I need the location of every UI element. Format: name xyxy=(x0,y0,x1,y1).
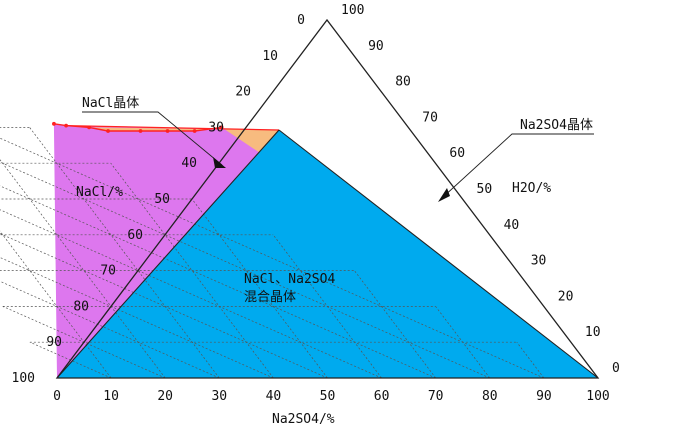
boundary-nacl xyxy=(56,129,280,379)
bottom-tick-label: 20 xyxy=(157,389,173,404)
region-label-na2so4-crystal: Na2SO4晶体 xyxy=(520,118,593,133)
grid-line xyxy=(354,270,436,379)
triangle-outline xyxy=(55,18,600,379)
axis-label-nacl: NaCl/% xyxy=(76,185,123,200)
left-tick-label: 0 xyxy=(297,13,305,28)
phase-regions xyxy=(53,20,598,379)
region-label-mixed-line2: 混合晶体 xyxy=(244,290,296,305)
boundary-na2so4 xyxy=(278,129,599,379)
bottom-tick-label: 0 xyxy=(53,389,61,404)
right-tick-label: 50 xyxy=(477,182,493,197)
region-mixed-crystal xyxy=(57,130,598,378)
callout-line-na2so4 xyxy=(441,133,594,199)
left-tick-label: 70 xyxy=(100,264,116,279)
grid-line xyxy=(29,127,220,379)
left-tick-label: 80 xyxy=(73,299,89,314)
right-tick-label: 90 xyxy=(368,39,384,54)
right-tick-label: 40 xyxy=(504,218,520,233)
right-tick-label: 80 xyxy=(395,75,411,90)
grid-line xyxy=(0,137,545,379)
bottom-tick-label: 40 xyxy=(266,389,282,404)
tie-line xyxy=(66,125,280,131)
saturation-point xyxy=(192,129,197,133)
right-axis-ticks: 0 10 20 30 40 50 60 70 80 90 100 xyxy=(341,3,620,376)
region-nacl-crystal xyxy=(53,123,280,378)
axis-label-na2so4: Na2SO4/% xyxy=(272,412,335,427)
right-tick-label: 20 xyxy=(558,289,574,304)
right-tick-label: 60 xyxy=(449,146,465,161)
bottom-tick-label: 80 xyxy=(482,389,498,404)
callout-arrows xyxy=(82,111,594,202)
right-tick-label: 30 xyxy=(531,254,547,269)
saturation-point xyxy=(138,129,143,133)
bottom-tick-label: 10 xyxy=(103,389,119,404)
grid-line xyxy=(0,209,382,379)
axis-label-h2o: H2O/% xyxy=(512,181,551,196)
region-label-nacl-crystal: NaCl晶体 xyxy=(82,96,139,111)
right-tick-label: 70 xyxy=(422,110,438,125)
bottom-tick-label: 100 xyxy=(586,389,609,404)
left-tick-label: 40 xyxy=(181,156,197,171)
grid-line xyxy=(191,198,328,379)
left-tick-label: 100 xyxy=(12,371,35,386)
saturation-point xyxy=(106,129,110,133)
saturation-point xyxy=(165,129,170,133)
region-label-mixed-line1: NaCl、Na2SO4 xyxy=(244,272,335,287)
callout-arrowhead-na2so4 xyxy=(438,188,450,202)
bottom-tick-label: 50 xyxy=(320,389,336,404)
callout-arrowhead-nacl xyxy=(213,157,226,168)
right-tick-label: 0 xyxy=(612,361,620,376)
region-unsaturated xyxy=(53,20,328,131)
left-tick-label: 50 xyxy=(154,192,170,207)
callout-line-nacl xyxy=(82,111,223,166)
left-tick-label: 30 xyxy=(208,120,224,135)
bottom-tick-label: 90 xyxy=(536,389,552,404)
triangle-edges xyxy=(55,18,600,379)
grid-line xyxy=(516,341,545,379)
saturation-curve xyxy=(52,121,280,133)
bottom-axis-ticks: 0 10 20 30 40 50 60 70 80 90 100 xyxy=(53,389,610,404)
bottom-tick-label: 60 xyxy=(374,389,390,404)
left-tick-label: 60 xyxy=(127,228,143,243)
right-tick-label: 100 xyxy=(341,3,364,18)
right-tick-label: 10 xyxy=(585,325,601,340)
left-tick-label: 10 xyxy=(262,49,278,64)
bottom-tick-label: 70 xyxy=(428,389,444,404)
left-tick-label: 90 xyxy=(46,335,62,350)
saturation-point xyxy=(52,121,56,126)
bottom-tick-label: 30 xyxy=(211,389,227,404)
left-tick-label: 20 xyxy=(235,85,251,100)
